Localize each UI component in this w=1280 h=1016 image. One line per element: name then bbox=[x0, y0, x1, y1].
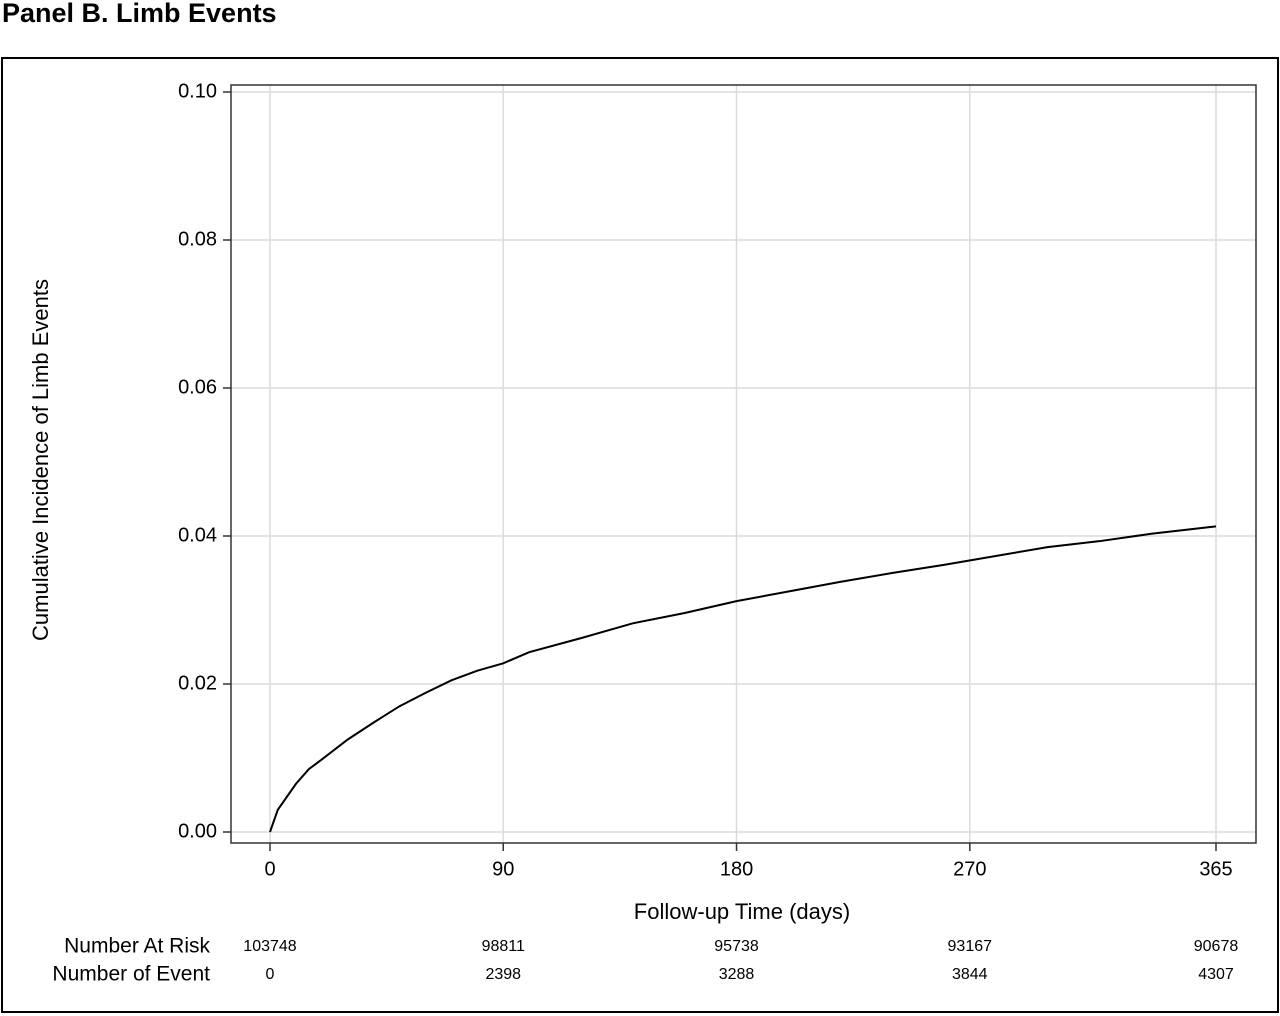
risk-value: 4307 bbox=[1198, 966, 1234, 983]
x-axis-label: Follow-up Time (days) bbox=[634, 899, 850, 924]
y-tick-label: 0.02 bbox=[178, 672, 217, 694]
risk-value: 95738 bbox=[714, 938, 759, 955]
risk-row-label: Number of Event bbox=[52, 963, 210, 986]
y-tick-label: 0.10 bbox=[178, 80, 217, 102]
page-title: Panel B. Limb Events bbox=[2, 0, 277, 28]
x-tick-label: 180 bbox=[720, 858, 753, 880]
incidence-line bbox=[269, 525, 1217, 833]
x-tick-label: 270 bbox=[953, 858, 986, 880]
risk-value: 90678 bbox=[1194, 938, 1239, 955]
panel-border bbox=[1, 57, 1279, 1013]
risk-value: 2398 bbox=[485, 966, 521, 983]
y-tick-label: 0.04 bbox=[178, 524, 217, 546]
plot-frame bbox=[230, 84, 1257, 844]
x-tick-label: 365 bbox=[1199, 858, 1232, 880]
risk-value: 93167 bbox=[948, 938, 993, 955]
y-tick-label: 0.00 bbox=[178, 820, 217, 842]
risk-row-label: Number At Risk bbox=[64, 935, 210, 958]
y-tick-label: 0.06 bbox=[178, 376, 217, 398]
risk-value: 3288 bbox=[719, 966, 755, 983]
y-tick-label: 0.08 bbox=[178, 228, 217, 250]
risk-value: 98811 bbox=[482, 938, 525, 955]
risk-value: 103748 bbox=[243, 938, 296, 955]
x-tick-label: 0 bbox=[264, 858, 275, 880]
x-tick-label: 90 bbox=[492, 858, 514, 880]
risk-value: 3844 bbox=[952, 966, 988, 983]
risk-value: 0 bbox=[266, 966, 275, 983]
y-axis-label: Cumulative Incidence of Limb Events bbox=[28, 279, 53, 641]
